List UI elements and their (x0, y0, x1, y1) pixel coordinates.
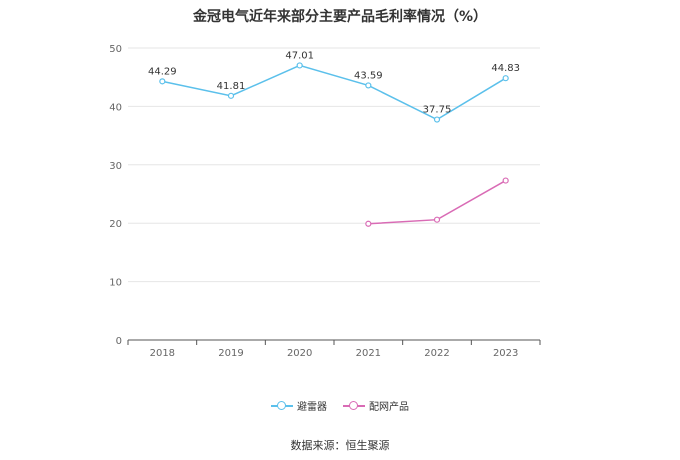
legend-label: 配网产品 (369, 402, 409, 413)
data-label: 43.59 (354, 70, 383, 81)
data-point (433, 116, 441, 123)
legend: 避雷器 配网产品 (0, 398, 680, 413)
data-point (296, 62, 303, 69)
data-point (502, 75, 509, 82)
x-tick-label: 2018 (150, 348, 175, 359)
legend-marker-icon (343, 400, 365, 411)
legend-item-series-0[interactable]: 避雷器 (271, 398, 327, 413)
legend-label: 避雷器 (297, 402, 327, 413)
data-labels: 44.29 41.81 47.01 43.59 37.75 44.83 (148, 50, 520, 115)
data-point (433, 216, 441, 223)
data-point (365, 82, 372, 89)
y-axis-ticks: 0 10 20 30 40 50 (109, 44, 122, 347)
series-line-0 (162, 64, 507, 121)
x-tick-label: 2023 (493, 348, 518, 359)
y-tick-label: 0 (116, 336, 122, 347)
x-tick-label: 2022 (424, 348, 449, 359)
y-tick-label: 40 (109, 102, 122, 113)
data-label: 37.75 (423, 105, 452, 116)
data-point (365, 220, 372, 227)
x-axis: 2018 2019 2020 2021 2022 2023 (127, 339, 541, 359)
x-tick-label: 2021 (356, 348, 381, 359)
legend-marker-icon (271, 400, 293, 411)
x-tick-label: 2019 (218, 348, 243, 359)
data-point (159, 78, 166, 85)
legend-item-series-1[interactable]: 配网产品 (343, 398, 409, 413)
series-layer (159, 62, 509, 227)
data-label: 41.81 (217, 81, 246, 92)
data-point (502, 177, 509, 184)
data-label: 47.01 (285, 50, 314, 61)
y-tick-label: 50 (109, 44, 122, 55)
data-label: 44.29 (148, 66, 177, 77)
grid-lines (128, 47, 540, 283)
data-label: 44.83 (491, 63, 520, 74)
data-source: 数据来源：恒生聚源 (290, 439, 390, 452)
y-tick-label: 20 (109, 219, 122, 230)
x-tick-label: 2020 (287, 348, 312, 359)
y-tick-label: 10 (109, 278, 122, 289)
y-tick-label: 30 (109, 161, 122, 172)
data-point (227, 92, 235, 99)
chart-title: 金冠电气近年来部分主要产品毛利率情况（%） (192, 9, 488, 25)
